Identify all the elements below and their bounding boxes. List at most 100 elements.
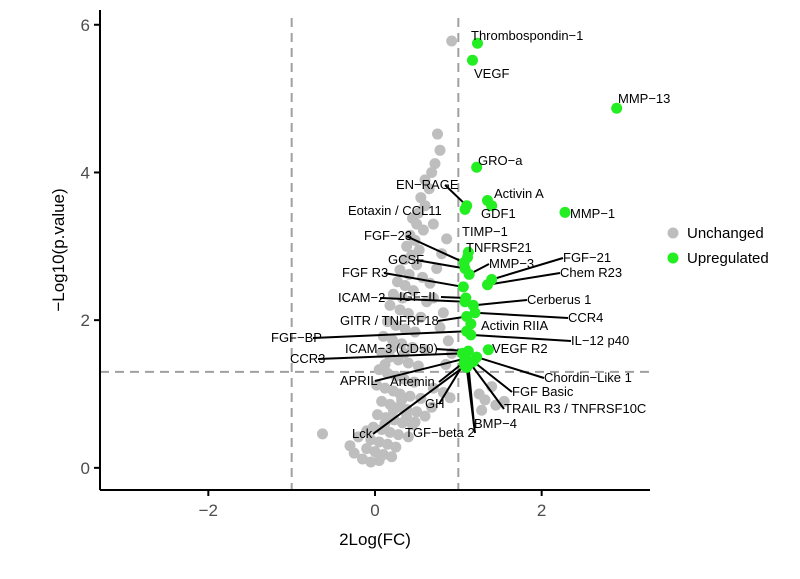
upregulated-point [469, 307, 481, 319]
unchanged-point [352, 431, 364, 443]
unchanged-point [317, 428, 328, 440]
point-label: GH [425, 396, 445, 411]
upregulated-point [467, 54, 478, 66]
unchanged-point [417, 224, 429, 236]
unchanged-point [424, 277, 436, 289]
upregulated-point [457, 281, 469, 293]
unchanged-point [387, 334, 398, 346]
unchanged-point [387, 288, 399, 300]
unchanged-point [382, 438, 393, 450]
point-label: CCR4 [568, 310, 603, 325]
upregulated-point [559, 206, 571, 218]
label-connector [465, 367, 476, 434]
point-label: EN−RAGE [396, 177, 459, 192]
unchanged-point [479, 394, 491, 406]
upregulated-point [472, 37, 483, 49]
label-connector [379, 297, 466, 303]
point-label: Chordin−Like 1 [544, 370, 632, 385]
unchanged-point [392, 429, 404, 441]
point-label: Cerberus 1 [527, 292, 591, 307]
point-label: Lck [352, 426, 373, 441]
unchanged-point [407, 341, 418, 353]
unchanged-point [415, 311, 427, 323]
unchanged-point [376, 395, 388, 407]
unchanged-point [476, 404, 488, 416]
upregulated-point [471, 161, 483, 173]
unchanged-point [387, 404, 399, 416]
upregulated-point [465, 329, 477, 341]
unchanged-point [394, 264, 406, 276]
unchanged-point [407, 285, 419, 297]
upregulated-point [486, 200, 498, 212]
label-connector [487, 272, 561, 286]
point-label: MMP−1 [570, 206, 615, 221]
label-connector [415, 259, 466, 270]
label-connector [372, 365, 466, 435]
unchanged-point [373, 454, 385, 466]
y-tick-label: 6 [81, 16, 90, 35]
point-label: Eotaxin / CCL11 [348, 203, 442, 218]
y-tick-label: 4 [81, 163, 90, 182]
point-label: FGF−21 [563, 250, 611, 265]
upregulated-point [482, 344, 494, 356]
point-label: Chem R23 [560, 265, 622, 280]
unchanged-point [429, 158, 441, 170]
point-label: IL−12 p40 [571, 333, 629, 348]
upregulated-point [463, 268, 475, 280]
label-connector [374, 357, 466, 382]
point-label: IGF−II [399, 289, 435, 304]
point-label: Activin RIIA [481, 318, 549, 333]
unchanged-point [401, 240, 413, 252]
point-label: GDF1 [481, 206, 516, 221]
unchanged-point [361, 425, 373, 437]
unchanged-point [434, 144, 446, 156]
label-connector [491, 257, 564, 281]
unchanged-point [396, 338, 408, 350]
point-label: TIMP−1 [462, 224, 508, 239]
x-tick-label: 0 [370, 501, 379, 520]
unchanged-point [369, 446, 381, 458]
upregulated-point [482, 279, 493, 291]
unchanged-point [432, 128, 443, 140]
unchanged-point [396, 394, 408, 406]
label-connector [474, 311, 569, 319]
point-label: ICAM−2 [338, 290, 385, 305]
unchanged-point [411, 259, 423, 271]
legend-label-upregulated: Upregulated [687, 250, 769, 267]
unchanged-point [446, 35, 458, 47]
point-label: FGF−BP [271, 330, 322, 345]
unchanged-point [409, 416, 421, 428]
unchanged-point [390, 319, 402, 331]
label-connector [383, 272, 464, 288]
unchanged-point [398, 373, 410, 385]
point-label: TGF−beta 2 [405, 425, 475, 440]
point-label: FGF−23 [364, 228, 412, 243]
unchanged-point [344, 440, 356, 452]
unchanged-point [379, 382, 391, 394]
point-label: Activin A [494, 186, 544, 201]
unchanged-point [384, 426, 396, 438]
unchanged-point [357, 453, 368, 465]
y-tick-label: 0 [81, 459, 90, 478]
upregulated-point [459, 203, 471, 215]
x-tick-label: 2 [537, 501, 546, 520]
unchanged-point [386, 451, 398, 463]
y-axis-title: −Log10(p.value) [49, 188, 68, 311]
unchanged-point [384, 299, 396, 311]
unchanged-point [361, 443, 373, 455]
label-connector [312, 330, 467, 339]
unchanged-point [402, 308, 414, 320]
point-label: TNFRSF21 [466, 240, 532, 255]
point-label: Thrombospondin−1 [471, 28, 583, 43]
point-label: VEGF R2 [492, 341, 548, 356]
unchanged-point [409, 326, 421, 338]
unchanged-point [444, 392, 456, 404]
unchanged-point [419, 200, 431, 212]
unchanged-point [441, 233, 453, 245]
point-label: FGF R3 [342, 265, 388, 280]
label-connector [470, 333, 572, 342]
unchanged-point [431, 262, 443, 274]
point-label: TRAIL R3 / TNFRSF10C [504, 401, 646, 416]
unchanged-point [419, 174, 431, 186]
